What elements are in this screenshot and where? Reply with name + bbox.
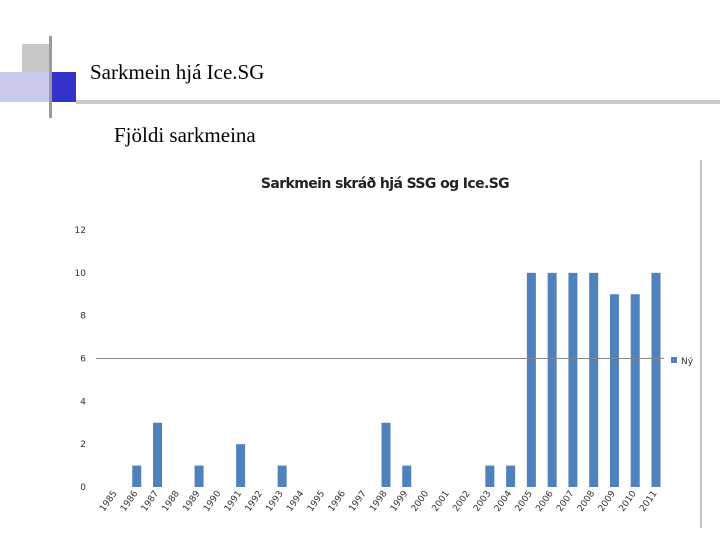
y-tick-label: 4 xyxy=(80,397,86,407)
bar xyxy=(402,465,412,487)
bar xyxy=(277,465,287,487)
x-tick-label: 2005 xyxy=(514,489,535,513)
x-tick-label: 1995 xyxy=(306,489,327,513)
bar xyxy=(194,465,204,487)
slide-subtitle: Fjöldi sarkmeina xyxy=(114,123,256,147)
x-tick-label: 2002 xyxy=(451,489,472,513)
x-tick-label: 1998 xyxy=(368,489,389,514)
x-tick-label: 1993 xyxy=(264,489,285,513)
bar xyxy=(153,422,163,487)
x-tick-label: 2009 xyxy=(597,489,618,514)
x-tick-label: 2008 xyxy=(576,489,597,514)
bar xyxy=(609,294,619,487)
x-tick-label: 1997 xyxy=(347,489,368,513)
x-tick-label: 1988 xyxy=(161,489,182,514)
x-tick-label: 2003 xyxy=(472,489,493,513)
bar xyxy=(485,465,495,487)
title-accent-blue-block xyxy=(52,72,76,102)
x-tick-label: 2001 xyxy=(431,489,452,513)
title-accent-light-block xyxy=(0,72,50,102)
y-axis-ticks: 0 2 4 6 8 10 12 xyxy=(75,226,87,493)
title-underline xyxy=(76,100,720,104)
legend: Ný xyxy=(671,357,694,367)
y-tick-label: 6 xyxy=(80,355,86,365)
x-tick-label: 2006 xyxy=(534,489,555,514)
bar xyxy=(381,422,391,487)
x-tick-label: 2000 xyxy=(410,489,431,514)
bar xyxy=(651,272,661,487)
x-tick-label: 2011 xyxy=(638,489,659,513)
x-tick-label: 1994 xyxy=(285,489,306,514)
x-axis-ticks: 1985 1986 1987 1988 1989 1990 1991 1992 1993 1994… xyxy=(98,489,659,514)
x-tick-label: 1991 xyxy=(223,489,244,513)
x-tick-label: 2007 xyxy=(555,489,576,513)
y-tick-label: 0 xyxy=(80,483,86,493)
bar xyxy=(547,272,557,487)
bars xyxy=(132,272,661,487)
y-tick-label: 8 xyxy=(80,312,86,322)
x-tick-label: 1990 xyxy=(202,489,223,514)
y-tick-label: 12 xyxy=(75,226,86,236)
bar xyxy=(506,465,516,487)
x-tick-label: 2004 xyxy=(493,489,514,514)
bar xyxy=(630,294,640,487)
legend-swatch xyxy=(671,357,677,363)
x-tick-label: 1999 xyxy=(389,489,410,514)
bar xyxy=(568,272,578,487)
x-tick-label: 1996 xyxy=(327,489,348,514)
x-tick-label: 1985 xyxy=(98,489,119,513)
slide-title: Sarkmein hjá Ice.SG xyxy=(90,60,265,84)
y-tick-label: 10 xyxy=(75,269,87,279)
bar xyxy=(236,444,246,487)
x-tick-label: 1989 xyxy=(181,489,202,514)
x-tick-label: 1986 xyxy=(119,489,140,514)
x-tick-label: 1987 xyxy=(140,489,161,513)
x-tick-label: 2010 xyxy=(617,489,638,514)
x-tick-label: 1992 xyxy=(244,489,265,513)
bar xyxy=(132,465,142,487)
title-accent-vertical-line xyxy=(49,36,52,118)
legend-label: Ný xyxy=(681,357,694,367)
chart-title: Sarkmein skráð hjá SSG og Ice.SG xyxy=(261,176,509,192)
bar xyxy=(589,272,599,487)
bar xyxy=(526,272,536,487)
y-tick-label: 2 xyxy=(80,440,86,450)
